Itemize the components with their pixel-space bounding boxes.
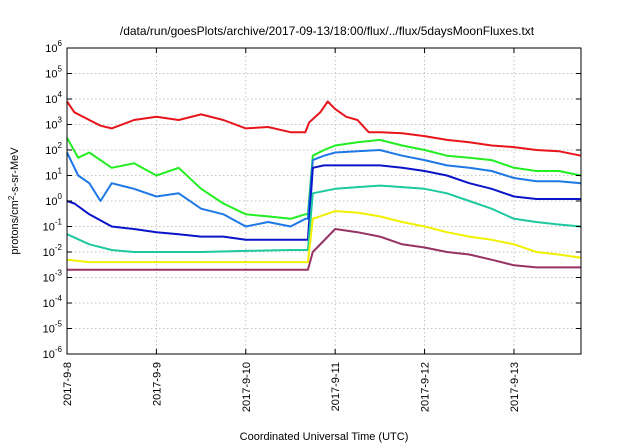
flux-series-4 (66, 164, 581, 241)
x-tick-label: 2017-9-9 (151, 362, 163, 406)
flux-series-5 (66, 184, 582, 253)
y-tick-label-base: 10 (43, 273, 55, 285)
y-tick-labels: 10-610-510-410-310-210-11001011021031041… (43, 39, 63, 361)
x-tick-label: 2017-9-8 (62, 362, 74, 406)
y-tick-label: 101 (45, 167, 62, 183)
y-tick-label-exp: 1 (58, 167, 63, 176)
y-tick-label-exp: -3 (55, 269, 63, 278)
y-tick-label-base: 10 (45, 120, 57, 132)
y-tick-label: 10-3 (43, 269, 63, 285)
y-tick-label: 104 (45, 90, 62, 106)
flux-series-1 (66, 100, 582, 157)
flux-series-7 (67, 228, 581, 271)
y-tick-label: 10-5 (43, 320, 63, 336)
x-tick-labels: 2017-9-8 2017-9-9 2017-9-10 2017-9-11 2017-9… (62, 362, 521, 412)
y-tick-label-exp: 2 (58, 141, 63, 150)
y-tick-label: 102 (45, 141, 62, 157)
y-tick-label-exp: 3 (58, 116, 63, 125)
y-tick-label-exp: -6 (55, 345, 63, 354)
x-tick-label: 2017-9-12 (420, 362, 432, 412)
y-tick-label-exp: 0 (58, 192, 63, 201)
tick-marks (66, 47, 581, 355)
y-tick-label-base: 10 (45, 196, 57, 208)
x-tick-label: 2017-9-11 (330, 362, 342, 411)
series-layer (66, 100, 582, 271)
y-tick-label-base: 10 (43, 247, 55, 259)
y-tick-label: 105 (45, 65, 62, 81)
y-tick-label: 100 (45, 192, 62, 208)
y-tick-label-base: 10 (45, 145, 57, 157)
y-tick-label: 10-1 (43, 218, 63, 234)
y-tick-label-base: 10 (43, 298, 55, 310)
y-tick-label-base: 10 (45, 171, 57, 183)
y-tick-label-base: 10 (45, 94, 57, 106)
flux-series-6 (66, 210, 582, 264)
grid-lines (67, 48, 581, 354)
y-tick-label-base: 10 (43, 324, 55, 336)
y-tick-label: 103 (45, 116, 62, 132)
flux-series-3 (66, 149, 582, 228)
y-tick-label-base: 10 (43, 349, 55, 361)
y-tick-label-exp: 5 (58, 65, 63, 74)
x-axis-label: Coordinated Universal Time (UTC) (240, 431, 409, 443)
y-tick-label-base: 10 (43, 222, 55, 234)
y-tick-label-base: 10 (45, 69, 57, 81)
y-axis-label-pre: protons/cm (9, 200, 21, 254)
y-axis-label-post: -s-sr-MeV (9, 147, 21, 196)
y-tick-label: 10-6 (43, 345, 63, 361)
y-tick-label: 10-2 (43, 243, 63, 259)
y-tick-label-exp: -2 (55, 243, 63, 252)
y-tick-label-exp: -1 (55, 218, 63, 227)
x-tick-label: 2017-9-13 (509, 362, 521, 412)
y-axis-label: protons/cm2-s-sr-MeV (7, 147, 22, 255)
y-tick-label-exp: -5 (55, 320, 63, 329)
x-tick-label: 2017-9-10 (241, 362, 253, 412)
y-tick-label-exp: 4 (58, 90, 63, 99)
y-tick-label-base: 10 (45, 43, 57, 55)
y-tick-label-exp: -4 (55, 294, 63, 303)
y-axis-label-sup: 2 (7, 195, 16, 200)
chart-title: /data/run/goesPlots/archive/2017-09-13/1… (120, 24, 535, 38)
y-tick-label-exp: 6 (58, 39, 63, 48)
y-tick-label: 10-4 (43, 294, 63, 310)
y-tick-label: 106 (45, 39, 62, 55)
